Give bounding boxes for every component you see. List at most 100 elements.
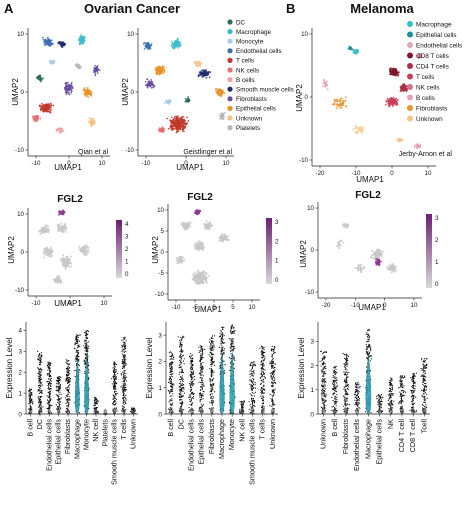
violin-a1-category-label: Smooth muscle cells	[110, 419, 119, 485]
fgl2-a1-colorbar-tick: 0	[125, 271, 129, 278]
fgl2-b-axes-ytick-label: 10	[307, 205, 314, 212]
violin-a2-points-9	[259, 345, 266, 415]
umap-b-caption: Jerby-Arnon et al	[399, 151, 453, 158]
panel-b-letter: B	[286, 1, 295, 16]
violin-a2-ytick-label: 2	[158, 359, 162, 366]
violin-a1-points-3	[55, 375, 62, 413]
legend-a-label: Unknown	[236, 115, 263, 122]
fgl2-a1-axes-ytick-label: 10	[17, 211, 24, 218]
umap-a1-axes-xtick-label: -10	[32, 160, 42, 167]
violin-a1-category-label: Platelets	[100, 419, 109, 447]
violin-b-points-0	[319, 350, 328, 414]
umap-a1-cluster	[38, 102, 55, 114]
umap-b-axes-ytick-label: 10	[301, 31, 308, 38]
legend-b-label: Endothelial cells	[416, 42, 462, 49]
violin-b-category-label: Tcell	[419, 419, 428, 434]
legend-a-label: NK cells	[236, 67, 259, 74]
violin-a2-category-label: T cells	[258, 419, 267, 440]
legend-a-label: T cells	[236, 58, 254, 65]
violin-b-category-label: Macrophage	[363, 419, 372, 459]
umap-b-axes-ytick-label: 0	[305, 94, 309, 101]
panel-a-title: Ovarian Cancer	[84, 1, 180, 16]
violin-a1-ylabel: Expression Level	[5, 337, 14, 398]
fgl2-a1-fgl2-high	[58, 209, 66, 216]
fgl2-b-colorbar-tick: 0	[435, 281, 439, 288]
umap-a1-cluster	[87, 116, 96, 128]
fgl2-a1-cells	[52, 275, 62, 284]
violin-a1-category-label: Fibroblasts	[63, 419, 72, 455]
umap-a2-cluster	[193, 60, 203, 68]
fgl2-a1-title: FGL2	[57, 194, 83, 205]
fgl2-a2-axes-ytick-label: 5	[161, 228, 165, 235]
fgl2-b-fgl2-high	[374, 258, 382, 266]
umap-a1-cluster	[57, 40, 67, 48]
fgl2-b-xlabel: UMAP1	[358, 303, 386, 312]
legend-a-label: DC	[236, 19, 246, 26]
violin-a1-points-4	[64, 359, 72, 415]
violin-b-category-label: Fibroblasts	[341, 419, 350, 455]
umap-b-axes-ytick-label: -10	[299, 157, 309, 164]
umap-b-axes-xtick-label: 0	[390, 170, 394, 177]
fgl2-a1-colorbar: 4 3 2 1 0	[116, 220, 129, 278]
legend-a-label: Platelets	[236, 125, 260, 132]
violin-b-violin-5	[377, 407, 382, 415]
legend-a: DC Macrophage Monocyte Endothelial cells T c…	[227, 19, 294, 132]
fgl2-b-axes-xtick-label: -10	[351, 302, 361, 309]
legend-a-swatch	[227, 115, 233, 121]
violin-a1: 0 1 2 3 4 Expression Level B cell DC Endothelial…	[5, 322, 138, 485]
fgl2-a1-axes-xtick-label: -10	[32, 300, 42, 307]
legend-a-swatch	[227, 29, 233, 35]
umap-a1-cluster	[55, 127, 65, 134]
umap-b-cluster	[396, 137, 404, 143]
violin-a2-violin-3	[199, 406, 204, 415]
fgl2-a2-cells	[191, 269, 210, 286]
umap-b-axes-xtick-label: 10	[425, 170, 432, 177]
violin-a1-violin-8	[103, 408, 108, 415]
umap-b-axes-xtick-label: -20	[316, 170, 326, 177]
legend-a-swatch	[227, 67, 233, 73]
legend-b-swatch	[407, 52, 413, 59]
legend-b-label: CD8 T cells	[416, 53, 449, 60]
fgl2-a2-cells	[193, 240, 206, 252]
fgl2-a1-colorbar-tick: 4	[125, 221, 129, 228]
fgl2-a2-colorbar-tick: 3	[275, 219, 279, 226]
violin-a1-category-label: B cell	[26, 419, 35, 437]
violin-b-category-label: CD4 T cell	[397, 419, 406, 453]
umap-a2-cluster	[197, 69, 212, 79]
legend-b-label: B cells	[416, 95, 435, 102]
panel-a-letter: A	[4, 1, 14, 16]
umap-a2-cluster	[166, 115, 190, 134]
umap-a1-axes: -10 0 10 10 0 -10	[15, 28, 110, 167]
violin-b-points-6	[387, 377, 395, 415]
fgl2-b-cells	[355, 263, 366, 273]
legend-a-label: Smooth muscle cells	[236, 87, 294, 94]
umap-b-cluster	[399, 83, 408, 93]
violin-a1-category-label: Macrophage	[72, 419, 81, 459]
violin-a1-category-label: DC	[35, 419, 44, 429]
legend-a-swatch	[227, 38, 233, 44]
umap-b-cluster	[388, 67, 400, 77]
umap-a1-cluster	[77, 34, 86, 46]
umap-layer: -10 0 10 10 0 -10 -10 0 10 10 0 -10 DC Macrophage Mono…	[15, 19, 462, 177]
umap-a2-cluster	[154, 65, 166, 76]
violin-a2-points-3	[198, 345, 206, 413]
violin-a2-ytick-label: 3	[158, 332, 162, 339]
violin-b-category-label: Epithelial cells	[375, 419, 384, 465]
umap-b-axes-xtick-label: -10	[352, 170, 362, 177]
umap-a2-axes-xtick-label: 0	[184, 160, 188, 167]
fgl2-a2-colorbar: 3 2 1 0	[266, 218, 279, 284]
fgl2-b-title: FGL2	[355, 190, 381, 201]
fgl2-a1-colorbar-tick: 2	[125, 246, 129, 253]
panel-b-title: Melanoma	[350, 1, 414, 16]
fgl2-a2-cells	[218, 233, 230, 243]
violin-a2-category-label: Macrophage	[217, 419, 226, 459]
violin-a1-category-label: Unknown	[128, 419, 137, 449]
fgl2-a1-cells	[59, 254, 73, 270]
violin-a1-category-label: T cells	[119, 419, 128, 440]
legend-b-label: T cells	[416, 74, 434, 81]
fgl2-a2-axes-xtick-label: 5	[231, 304, 235, 311]
umap-a1-cluster	[92, 64, 101, 77]
fgl2-a1-axes: -10 0 10 10 0 -10	[15, 208, 112, 307]
